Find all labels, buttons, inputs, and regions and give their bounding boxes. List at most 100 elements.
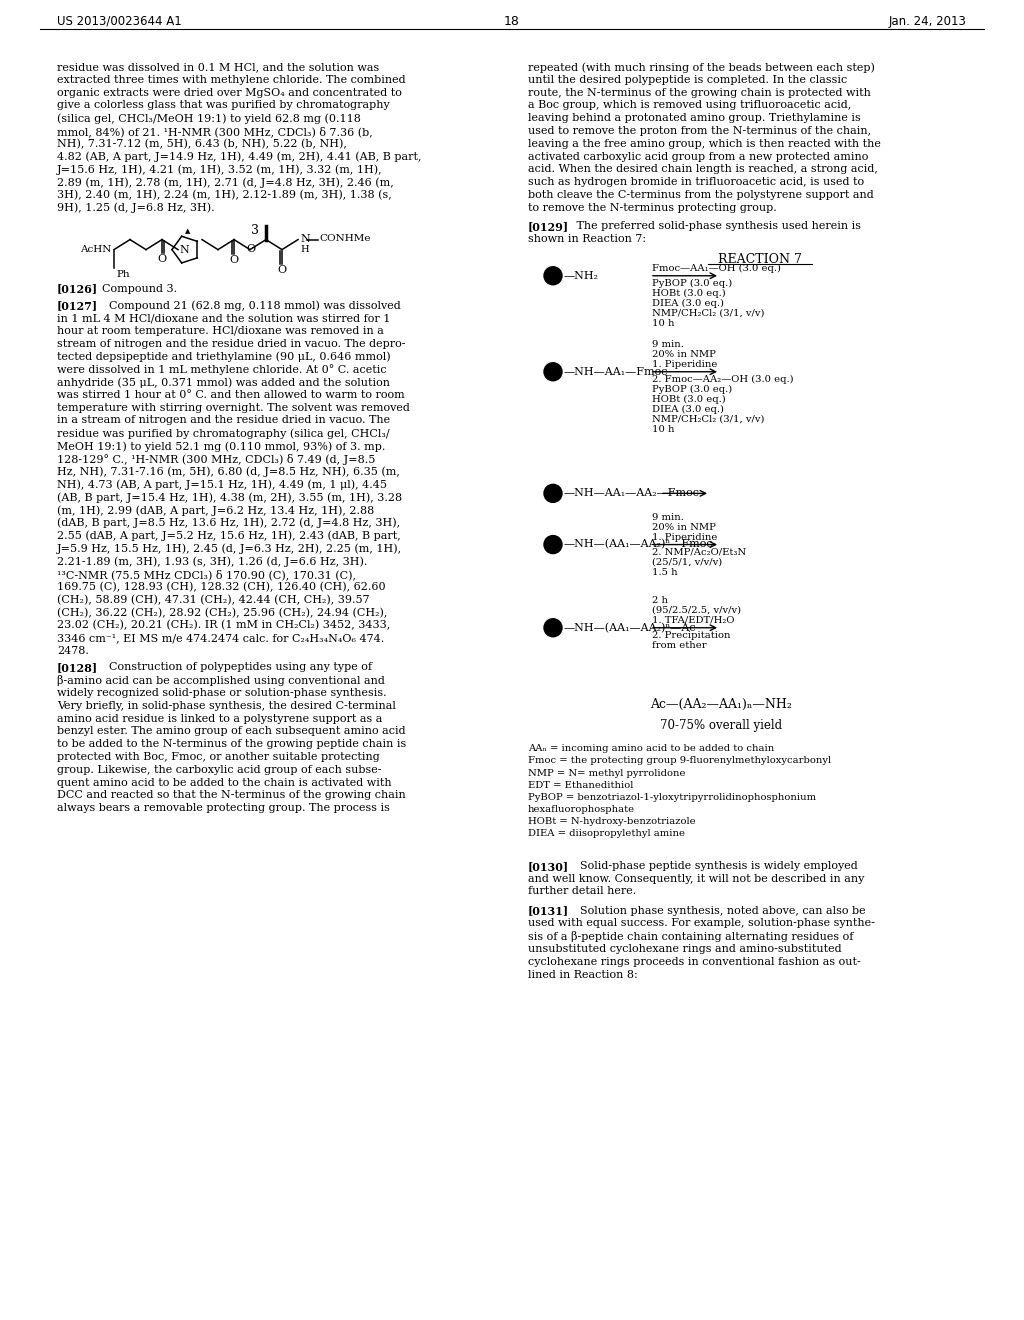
Text: 23.02 (CH₂), 20.21 (CH₂). IR (1 mM in CH₂Cl₂) 3452, 3433,: 23.02 (CH₂), 20.21 (CH₂). IR (1 mM in CH…: [57, 620, 390, 631]
Text: mmol, 84%) of 21. ¹H-NMR (300 MHz, CDCl₃) δ 7.36 (b,: mmol, 84%) of 21. ¹H-NMR (300 MHz, CDCl₃…: [57, 125, 373, 137]
Text: were dissolved in 1 mL methylene chloride. At 0° C. acetic: were dissolved in 1 mL methylene chlorid…: [57, 364, 387, 375]
Text: (CH₂), 36.22 (CH₂), 28.92 (CH₂), 25.96 (CH₂), 24.94 (CH₂),: (CH₂), 36.22 (CH₂), 28.92 (CH₂), 25.96 (…: [57, 607, 387, 618]
Text: 9H), 1.25 (d, J=6.8 Hz, 3H).: 9H), 1.25 (d, J=6.8 Hz, 3H).: [57, 203, 215, 214]
Text: 10 h: 10 h: [652, 425, 675, 434]
Text: NH), 4.73 (AB, A part, J=15.1 Hz, 1H), 4.49 (m, 1 μl), 4.45: NH), 4.73 (AB, A part, J=15.1 Hz, 1H), 4…: [57, 479, 387, 490]
Text: repeated (with much rinsing of the beads between each step): repeated (with much rinsing of the beads…: [528, 62, 874, 73]
Text: widely recognized solid-phase or solution-phase synthesis.: widely recognized solid-phase or solutio…: [57, 688, 387, 698]
Text: 4.82 (AB, A part, J=14.9 Hz, 1H), 4.49 (m, 2H), 4.41 (AB, B part,: 4.82 (AB, A part, J=14.9 Hz, 1H), 4.49 (…: [57, 152, 422, 162]
Text: shown in Reaction 7:: shown in Reaction 7:: [528, 234, 646, 243]
Text: Ph: Ph: [116, 269, 130, 279]
Text: Jan. 24, 2013: Jan. 24, 2013: [889, 15, 967, 28]
Text: 10 h: 10 h: [652, 318, 675, 327]
Text: organic extracts were dried over MgSO₄ and concentrated to: organic extracts were dried over MgSO₄ a…: [57, 87, 401, 98]
Text: Compound 21 (62.8 mg, 0.118 mmol) was dissolved: Compound 21 (62.8 mg, 0.118 mmol) was di…: [95, 300, 400, 310]
Text: further detail here.: further detail here.: [528, 886, 636, 896]
Text: Construction of polypeptides using any type of: Construction of polypeptides using any t…: [95, 663, 372, 672]
Text: J=5.9 Hz, 15.5 Hz, 1H), 2.45 (d, J=6.3 Hz, 2H), 2.25 (m, 1H),: J=5.9 Hz, 15.5 Hz, 1H), 2.45 (d, J=6.3 H…: [57, 544, 402, 554]
Text: 2.55 (dAB, A part, J=5.2 Hz, 15.6 Hz, 1H), 2.43 (dAB, B part,: 2.55 (dAB, A part, J=5.2 Hz, 15.6 Hz, 1H…: [57, 531, 400, 541]
Text: O: O: [247, 244, 256, 253]
Text: hexafluorophosphate: hexafluorophosphate: [528, 805, 635, 814]
Text: Compound 3.: Compound 3.: [95, 284, 177, 293]
Text: PyBOP = benzotriazol-1-yloxytripyrrolidinophosphonium: PyBOP = benzotriazol-1-yloxytripyrrolidi…: [528, 793, 816, 801]
Text: 20% in NMP: 20% in NMP: [652, 350, 716, 359]
Text: 1.5 h: 1.5 h: [652, 568, 678, 577]
Text: [0130]: [0130]: [528, 861, 569, 871]
Text: 3H), 2.40 (m, 1H), 2.24 (m, 1H), 2.12-1.89 (m, 3H), 1.38 (s,: 3H), 2.40 (m, 1H), 2.24 (m, 1H), 2.12-1.…: [57, 190, 392, 201]
Text: 1. Piperidine: 1. Piperidine: [652, 532, 718, 541]
Text: NMP = N= methyl pyrrolidone: NMP = N= methyl pyrrolidone: [528, 768, 685, 777]
Text: 2. NMP/Ac₂O/Et₃N: 2. NMP/Ac₂O/Et₃N: [652, 548, 746, 557]
Text: amino acid residue is linked to a polystyrene support as a: amino acid residue is linked to a polyst…: [57, 714, 382, 723]
Text: hour at room temperature. HCl/dioxane was removed in a: hour at room temperature. HCl/dioxane wa…: [57, 326, 384, 335]
Text: PyBOP (3.0 eq.): PyBOP (3.0 eq.): [652, 279, 732, 288]
Text: anhydride (35 μL, 0.371 mmol) was added and the solution: anhydride (35 μL, 0.371 mmol) was added …: [57, 378, 390, 388]
Text: protected with Boc, Fmoc, or another suitable protecting: protected with Boc, Fmoc, or another sui…: [57, 752, 380, 762]
Text: until the desired polypeptide is completed. In the classic: until the desired polypeptide is complet…: [528, 75, 847, 84]
Text: temperature with stirring overnight. The solvent was removed: temperature with stirring overnight. The…: [57, 403, 410, 413]
Text: benzyl ester. The amino group of each subsequent amino acid: benzyl ester. The amino group of each su…: [57, 726, 406, 737]
Text: Solution phase synthesis, noted above, can also be: Solution phase synthesis, noted above, c…: [566, 906, 865, 916]
Text: HOBt (3.0 eq.): HOBt (3.0 eq.): [652, 395, 726, 404]
Text: 169.75 (C), 128.93 (CH), 128.32 (CH), 126.40 (CH), 62.60: 169.75 (C), 128.93 (CH), 128.32 (CH), 12…: [57, 582, 386, 593]
Text: always bears a removable protecting group. The process is: always bears a removable protecting grou…: [57, 804, 390, 813]
Text: PyBOP (3.0 eq.): PyBOP (3.0 eq.): [652, 384, 732, 393]
Text: from ether: from ether: [652, 640, 707, 649]
Text: 9 min.: 9 min.: [652, 512, 684, 521]
Text: leaving behind a protonated amino group. Triethylamine is: leaving behind a protonated amino group.…: [528, 114, 861, 123]
Text: EDT = Ethanedithiol: EDT = Ethanedithiol: [528, 780, 634, 789]
Text: —NH—(AA₁—AA₂)ⁿ—Ac: —NH—(AA₁—AA₂)ⁿ—Ac: [564, 623, 696, 632]
Circle shape: [544, 484, 562, 503]
Text: Ac—(AA₂—AA₁)ₙ—NH₂: Ac—(AA₂—AA₁)ₙ—NH₂: [650, 698, 792, 711]
Circle shape: [544, 267, 562, 285]
Text: to remove the N-terminus protecting group.: to remove the N-terminus protecting grou…: [528, 203, 777, 213]
Text: 1. Piperidine: 1. Piperidine: [652, 360, 718, 368]
Text: activated carboxylic acid group from a new protected amino: activated carboxylic acid group from a n…: [528, 152, 868, 161]
Circle shape: [544, 619, 562, 636]
Text: H: H: [300, 244, 308, 253]
Text: NH), 7.31-7.12 (m, 5H), 6.43 (b, NH), 5.22 (b, NH),: NH), 7.31-7.12 (m, 5H), 6.43 (b, NH), 5.…: [57, 139, 347, 149]
Text: AAₙ = incoming amino acid to be added to chain: AAₙ = incoming amino acid to be added to…: [528, 744, 774, 754]
Text: tected depsipeptide and triethylamine (90 μL, 0.646 mmol): tected depsipeptide and triethylamine (9…: [57, 351, 390, 362]
Text: stream of nitrogen and the residue dried in vacuo. The depro-: stream of nitrogen and the residue dried…: [57, 339, 406, 348]
Text: in a stream of nitrogen and the residue dried in vacuo. The: in a stream of nitrogen and the residue …: [57, 416, 390, 425]
Text: DIEA (3.0 eq.): DIEA (3.0 eq.): [652, 298, 724, 308]
Text: O: O: [158, 253, 167, 264]
Text: residue was purified by chromatography (silica gel, CHCl₃/: residue was purified by chromatography (…: [57, 428, 389, 438]
Text: sis of a β-peptide chain containing alternating residues of: sis of a β-peptide chain containing alte…: [528, 931, 853, 942]
Text: —NH—AA₁—Fmoc: —NH—AA₁—Fmoc: [564, 367, 669, 376]
Text: 128-129° C., ¹H-NMR (300 MHz, CDCl₃) δ 7.49 (d, J=8.5: 128-129° C., ¹H-NMR (300 MHz, CDCl₃) δ 7…: [57, 454, 376, 465]
Text: used to remove the proton from the N-terminus of the chain,: used to remove the proton from the N-ter…: [528, 125, 871, 136]
Text: [0126]: [0126]: [57, 284, 98, 294]
Text: 2.89 (m, 1H), 2.78 (m, 1H), 2.71 (d, J=4.8 Hz, 3H), 2.46 (m,: 2.89 (m, 1H), 2.78 (m, 1H), 2.71 (d, J=4…: [57, 177, 394, 187]
Text: NMP/CH₂Cl₂ (3/1, v/v): NMP/CH₂Cl₂ (3/1, v/v): [652, 414, 765, 424]
Text: HOBt = N-hydroxy-benzotriazole: HOBt = N-hydroxy-benzotriazole: [528, 817, 695, 826]
Text: [0128]: [0128]: [57, 663, 98, 673]
Text: [0131]: [0131]: [528, 906, 569, 916]
Text: group. Likewise, the carboxylic acid group of each subse-: group. Likewise, the carboxylic acid gro…: [57, 764, 382, 775]
Text: acid. When the desired chain length is reached, a strong acid,: acid. When the desired chain length is r…: [528, 165, 878, 174]
Text: used with equal success. For example, solution-phase synthe-: used with equal success. For example, so…: [528, 919, 874, 928]
Text: (95/2.5/2.5, v/v/v): (95/2.5/2.5, v/v/v): [652, 606, 741, 615]
Text: extracted three times with methylene chloride. The combined: extracted three times with methylene chl…: [57, 75, 406, 84]
Text: O: O: [229, 255, 239, 264]
Text: 2. Fmoc—AA₂—OH (3.0 eq.): 2. Fmoc—AA₂—OH (3.0 eq.): [652, 375, 794, 384]
Text: [0129]: [0129]: [528, 220, 569, 232]
Text: (CH₂), 58.89 (CH), 47.31 (CH₂), 42.44 (CH, CH₂), 39.57: (CH₂), 58.89 (CH), 47.31 (CH₂), 42.44 (C…: [57, 594, 370, 605]
Text: [0127]: [0127]: [57, 300, 98, 312]
Text: Hz, NH), 7.31-7.16 (m, 5H), 6.80 (d, J=8.5 Hz, NH), 6.35 (m,: Hz, NH), 7.31-7.16 (m, 5H), 6.80 (d, J=8…: [57, 467, 400, 478]
Text: ¹³C-NMR (75.5 MHz CDCl₃) δ 170.90 (C), 170.31 (C),: ¹³C-NMR (75.5 MHz CDCl₃) δ 170.90 (C), 1…: [57, 569, 356, 579]
Text: (AB, B part, J=15.4 Hz, 1H), 4.38 (m, 2H), 3.55 (m, 1H), 3.28: (AB, B part, J=15.4 Hz, 1H), 4.38 (m, 2H…: [57, 492, 402, 503]
Text: 2 h: 2 h: [652, 595, 668, 605]
Text: 1. TFA/EDT/H₂O: 1. TFA/EDT/H₂O: [652, 615, 734, 624]
Text: was stirred 1 hour at 0° C. and then allowed to warm to room: was stirred 1 hour at 0° C. and then all…: [57, 389, 404, 400]
Text: 70-75% overall yield: 70-75% overall yield: [660, 718, 782, 731]
Circle shape: [544, 536, 562, 553]
Text: residue was dissolved in 0.1 M HCl, and the solution was: residue was dissolved in 0.1 M HCl, and …: [57, 62, 379, 73]
Text: O: O: [278, 264, 287, 275]
Text: US 2013/0023644 A1: US 2013/0023644 A1: [57, 15, 181, 28]
Text: in 1 mL 4 M HCl/dioxane and the solution was stirred for 1: in 1 mL 4 M HCl/dioxane and the solution…: [57, 313, 390, 323]
Text: leaving a the free amino group, which is then reacted with the: leaving a the free amino group, which is…: [528, 139, 881, 149]
Text: to be added to the N-terminus of the growing peptide chain is: to be added to the N-terminus of the gro…: [57, 739, 407, 750]
Text: both cleave the C-terminus from the polystyrene support and: both cleave the C-terminus from the poly…: [528, 190, 873, 201]
